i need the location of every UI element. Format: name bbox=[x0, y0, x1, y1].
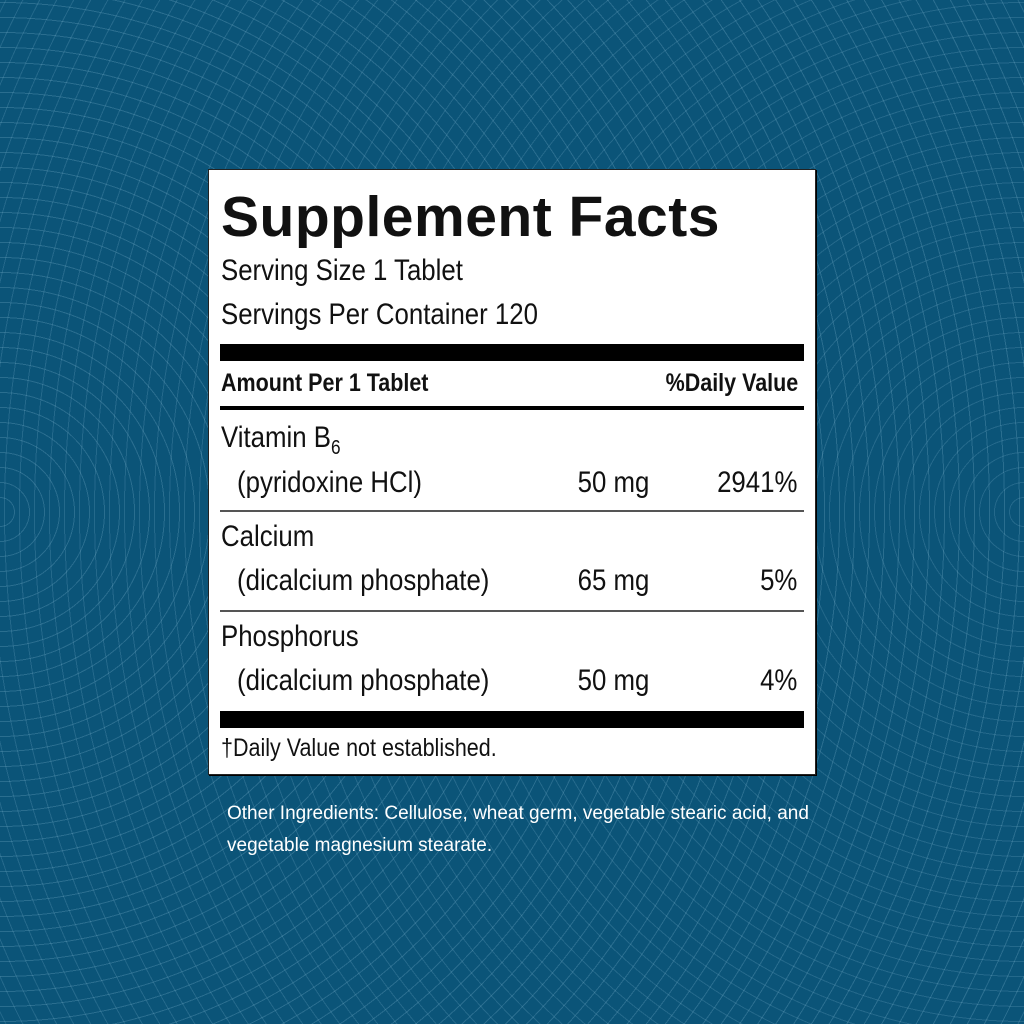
servings-per-container: Servings Per Container 120 bbox=[221, 298, 538, 331]
nutrient-name-phosphorus: Phosphorus bbox=[221, 620, 359, 653]
supplement-facts-panel: Supplement Facts Serving Size 1 Tablet S… bbox=[208, 169, 816, 775]
nutrient-amount: 65 mg bbox=[577, 564, 649, 597]
nutrient-source: (pyridoxine HCl) bbox=[237, 466, 422, 499]
nutrient-amount: 50 mg bbox=[577, 664, 649, 697]
nutrient-name-calcium: Calcium bbox=[221, 520, 315, 553]
nutrient-daily-value: 4% bbox=[759, 664, 797, 697]
nutrient-daily-value: 2941% bbox=[716, 466, 797, 499]
row-divider bbox=[220, 510, 804, 512]
nutrient-name-vitamin-b6: Vitamin B6 bbox=[221, 421, 341, 459]
header-daily-value: %Daily Value bbox=[665, 369, 798, 397]
serving-size: Serving Size 1 Tablet bbox=[221, 254, 463, 287]
nutrient-daily-value: 5% bbox=[759, 564, 797, 597]
nutrient-source: (dicalcium phosphate) bbox=[237, 664, 490, 697]
header-amount: Amount Per 1 Tablet bbox=[221, 369, 429, 397]
thick-divider bbox=[220, 344, 804, 361]
footnote: †Daily Value not established. bbox=[221, 734, 497, 762]
thick-divider bbox=[220, 711, 804, 728]
medium-divider bbox=[220, 406, 804, 410]
nutrient-amount: 50 mg bbox=[577, 466, 649, 499]
other-ingredients: Other Ingredients: Cellulose, wheat germ… bbox=[227, 803, 809, 856]
panel-title: Supplement Facts bbox=[221, 185, 720, 249]
nutrient-source: (dicalcium phosphate) bbox=[237, 564, 490, 597]
row-divider bbox=[220, 610, 804, 612]
